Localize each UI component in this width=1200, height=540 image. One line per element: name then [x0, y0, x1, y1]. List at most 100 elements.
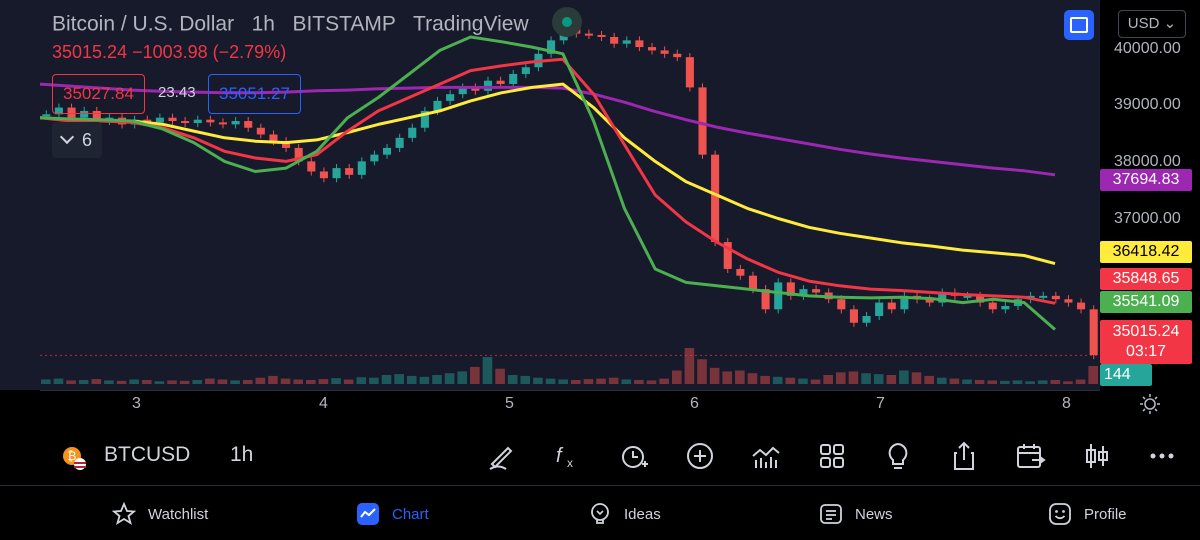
volume-label: 144	[1100, 364, 1152, 386]
drawing-tools-icon[interactable]	[486, 440, 518, 472]
ma-line-green	[39, 35, 1056, 331]
candles-style-icon[interactable]	[1080, 440, 1112, 472]
candle-body	[509, 73, 518, 85]
volume-bar	[217, 379, 228, 384]
volume-bar	[709, 367, 720, 384]
volume-bar	[356, 377, 367, 384]
volume-bar	[823, 375, 833, 384]
volume-bar	[406, 375, 417, 384]
candle-body	[307, 161, 316, 172]
volume-bar	[205, 378, 215, 384]
volume-bar	[507, 375, 518, 384]
candle-body	[332, 168, 341, 179]
candle-body	[181, 121, 190, 124]
chart-svg[interactable]	[39, 0, 1100, 390]
fit-screen-button[interactable]	[1064, 10, 1094, 40]
volume-bar	[41, 379, 51, 384]
buy-price-button[interactable]: 35051.27	[208, 74, 301, 114]
volume-bar	[1012, 380, 1023, 384]
replay-calendar-icon[interactable]	[1014, 440, 1046, 472]
volume-bar	[583, 379, 594, 384]
candle-body	[862, 316, 871, 323]
share-icon[interactable]	[948, 440, 980, 472]
settings-sun-icon[interactable]	[1140, 394, 1160, 414]
time-axis[interactable]	[40, 390, 1100, 427]
add-plus-icon[interactable]	[684, 440, 716, 472]
ma-green-price-label: 35541.09	[1100, 291, 1192, 313]
candle-body	[357, 161, 366, 175]
currency-label: USD	[1127, 15, 1160, 32]
volume-bar	[318, 379, 329, 384]
chart-type-icon[interactable]	[750, 440, 782, 472]
svg-text:f: f	[556, 445, 564, 467]
volume-bar	[53, 378, 64, 384]
volume-bar	[899, 370, 909, 384]
volume-bar	[596, 378, 606, 384]
ma-yellow-price-label: 36418.42	[1100, 241, 1192, 263]
volume-bar	[608, 377, 619, 384]
volume-bar	[1063, 381, 1073, 384]
volume-bar	[760, 375, 770, 384]
volume-bar	[457, 371, 468, 384]
candle-body	[193, 119, 202, 124]
bitcoin-icon[interactable]: ₿	[62, 446, 86, 470]
price-tick: 40000.00	[1114, 40, 1181, 57]
volume-bar	[394, 374, 404, 384]
volume-layer	[41, 348, 1098, 384]
volume-bar	[785, 377, 796, 384]
volume-bar	[671, 370, 682, 384]
currency-selector[interactable]: USD ⌄	[1118, 10, 1186, 38]
candle-body	[837, 299, 846, 310]
volume-bar	[255, 377, 266, 384]
bottom-toolbar	[0, 430, 1200, 486]
candle-body	[685, 57, 694, 88]
candle-body	[622, 40, 631, 44]
sell-price-button[interactable]: 35027.84	[52, 74, 145, 114]
volume-bar	[621, 379, 632, 384]
last-price-label: 35015.24 03:17	[1100, 320, 1192, 364]
candle-body	[875, 302, 884, 317]
nav-ideas-label: Ideas	[624, 506, 661, 523]
volume-bar	[772, 376, 783, 384]
chart-plot[interactable]	[39, 0, 1100, 390]
candle-body	[1089, 309, 1098, 356]
symbol-button[interactable]: BTCUSD	[104, 443, 191, 466]
interval-button[interactable]: 1h	[230, 443, 254, 466]
candle-body	[1039, 295, 1048, 298]
legend-source: TradingView	[413, 12, 529, 36]
layout-grid-icon[interactable]	[816, 440, 848, 472]
candle-body	[1064, 299, 1073, 303]
volume-bar	[659, 378, 669, 384]
price-change-line: 35015.24 −1003.98 (−2.79%)	[52, 42, 287, 62]
candle-body	[711, 154, 720, 243]
volume-bar	[280, 378, 291, 384]
nav-profile-label: Profile	[1084, 506, 1127, 523]
indicators-toggle-button[interactable]: 6	[52, 122, 102, 158]
candle-body	[521, 67, 530, 74]
more-options-icon[interactable]	[1146, 440, 1178, 472]
chart-area[interactable]: Bitcoin / U.S. Dollar 1h BITSTAMP Tradin…	[0, 0, 1200, 430]
volume-bar	[810, 379, 821, 384]
candle-body	[698, 87, 707, 155]
volume-bar	[747, 373, 758, 384]
alert-clock-icon[interactable]	[618, 440, 650, 472]
candle-body	[206, 119, 215, 123]
news-icon	[820, 504, 842, 524]
smiley-profile-icon	[1049, 503, 1071, 525]
volume-bar	[482, 357, 493, 384]
moving-averages-layer	[39, 35, 1056, 331]
ma-purple-price-label: 37694.83	[1100, 169, 1192, 191]
volume-bar	[684, 348, 695, 384]
volume-bar	[1050, 379, 1061, 384]
ideas-lightbulb-icon[interactable]	[882, 440, 914, 472]
symbol-legend[interactable]: Bitcoin / U.S. Dollar 1h BITSTAMP Tradin…	[52, 7, 583, 40]
volume-bar	[911, 372, 922, 384]
legend-exchange: BITSTAMP	[292, 12, 396, 36]
candle-body	[256, 127, 265, 135]
volume-bar	[104, 380, 114, 384]
last-price-value: 35015.24	[1112, 323, 1180, 340]
candle-body	[294, 147, 303, 162]
candles-layer	[42, 22, 1098, 360]
volume-bar	[836, 372, 846, 384]
